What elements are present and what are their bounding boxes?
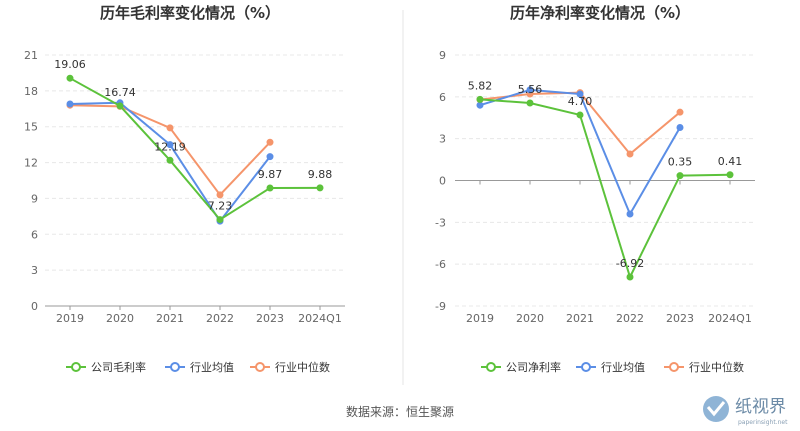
data-point (266, 153, 274, 161)
data-point (476, 95, 484, 103)
data-point (526, 86, 534, 94)
y-tick-label: 6 (439, 91, 446, 104)
data-label: 9.87 (258, 168, 283, 181)
legend-label: 行业均值 (601, 361, 645, 374)
data-point (526, 99, 534, 107)
x-tick-label: 2019 (56, 312, 84, 325)
data-point (66, 74, 74, 82)
legend-marker (255, 362, 265, 372)
data-label: 9.88 (308, 168, 333, 181)
y-tick-label: 0 (31, 300, 38, 313)
series-line (479, 88, 681, 217)
legend-label: 公司净利率 (506, 360, 561, 374)
legend-marker (669, 362, 679, 372)
data-point (66, 100, 74, 108)
legend-label: 行业中位数 (689, 360, 744, 374)
data-label: 12.19 (154, 140, 186, 153)
y-tick-label: -3 (435, 216, 446, 229)
data-source: 数据来源：恒生聚源 (346, 404, 454, 419)
data-label: 7.23 (208, 200, 233, 213)
data-point (316, 184, 324, 192)
data-point (216, 191, 224, 199)
y-tick-label: 9 (439, 49, 446, 62)
data-point (676, 108, 684, 116)
watermark-subtext: paperinsight.net (738, 419, 788, 426)
y-tick-label: 3 (31, 264, 38, 277)
legend-item[interactable]: 行业中位数 (664, 360, 744, 374)
data-label: 0.41 (718, 155, 743, 168)
legend-marker (71, 362, 81, 372)
chart-title: 历年净利率变化情况（%） (510, 4, 690, 22)
watermark-text: 纸视界 (735, 397, 786, 417)
data-point (626, 273, 634, 281)
legend-marker (486, 362, 496, 372)
y-tick-label: 3 (439, 133, 446, 146)
y-tick-label: 12 (24, 157, 38, 170)
y-tick-label: 15 (24, 121, 38, 134)
data-point (676, 124, 684, 132)
legend-label: 行业均值 (190, 361, 234, 374)
legend-item[interactable]: 行业均值 (165, 361, 234, 374)
x-tick-label: 2021 (156, 312, 184, 325)
series-line (69, 77, 321, 221)
series-line (479, 98, 731, 280)
y-tick-label: 9 (31, 192, 38, 205)
legend-item[interactable]: 公司净利率 (481, 360, 561, 374)
data-point (626, 210, 634, 218)
x-tick-label: 2020 (516, 312, 544, 325)
x-tick-label: 2022 (616, 312, 644, 325)
data-point (476, 101, 484, 109)
legend-item[interactable]: 行业均值 (576, 361, 645, 374)
legend-label: 公司毛利率 (91, 360, 146, 374)
x-tick-label: 2020 (106, 312, 134, 325)
gross-margin-chart: 历年毛利率变化情况（%） 0 3 6 9 12 15 18 21 2019 2020 2021 2022… (24, 4, 345, 374)
data-label: 19.06 (54, 58, 86, 71)
data-point (626, 150, 634, 158)
data-point (676, 172, 684, 180)
y-tick-label: 6 (31, 228, 38, 241)
data-label: 4.70 (568, 95, 593, 108)
data-point (166, 124, 174, 132)
legend-marker (170, 362, 180, 372)
data-label: 16.74 (104, 86, 136, 99)
data-point (166, 156, 174, 164)
data-point (116, 102, 124, 110)
legend-label: 行业中位数 (275, 360, 330, 374)
x-tick-label: 2024Q1 (708, 312, 752, 325)
legend-item[interactable]: 公司毛利率 (66, 360, 146, 374)
chart-title: 历年毛利率变化情况（%） (100, 4, 280, 22)
watermark-icon (703, 396, 729, 422)
net-margin-chart: 历年净利率变化情况（%） -9 -6 -3 0 3 6 9 2019 2020 2021 2022 20… (435, 4, 755, 374)
x-tick-label: 2022 (206, 312, 234, 325)
y-tick-label: 18 (24, 85, 38, 98)
data-point (266, 138, 274, 146)
y-tick-label: -9 (435, 300, 446, 313)
data-label: 5.82 (468, 79, 493, 92)
data-point (576, 90, 584, 98)
data-label: 5.56 (518, 83, 543, 96)
data-label: 0.35 (668, 156, 693, 169)
x-tick-label: 2024Q1 (298, 312, 342, 325)
watermark-logo: 纸视界 paperinsight.net (703, 396, 788, 426)
x-tick-label: 2019 (466, 312, 494, 325)
y-tick-label: 21 (24, 49, 38, 62)
x-tick-label: 2023 (666, 312, 694, 325)
check-icon (706, 401, 726, 417)
y-tick-label: -6 (435, 258, 446, 271)
legend-marker (581, 362, 591, 372)
y-tick-label: 0 (439, 175, 446, 188)
data-point (166, 141, 174, 149)
data-point (266, 184, 274, 192)
data-point (726, 171, 734, 179)
data-point (216, 216, 224, 224)
x-tick-label: 2021 (566, 312, 594, 325)
x-tick-label: 2023 (256, 312, 284, 325)
legend-item[interactable]: 行业中位数 (250, 360, 330, 374)
data-point (576, 111, 584, 119)
data-label: -6.92 (616, 257, 644, 270)
